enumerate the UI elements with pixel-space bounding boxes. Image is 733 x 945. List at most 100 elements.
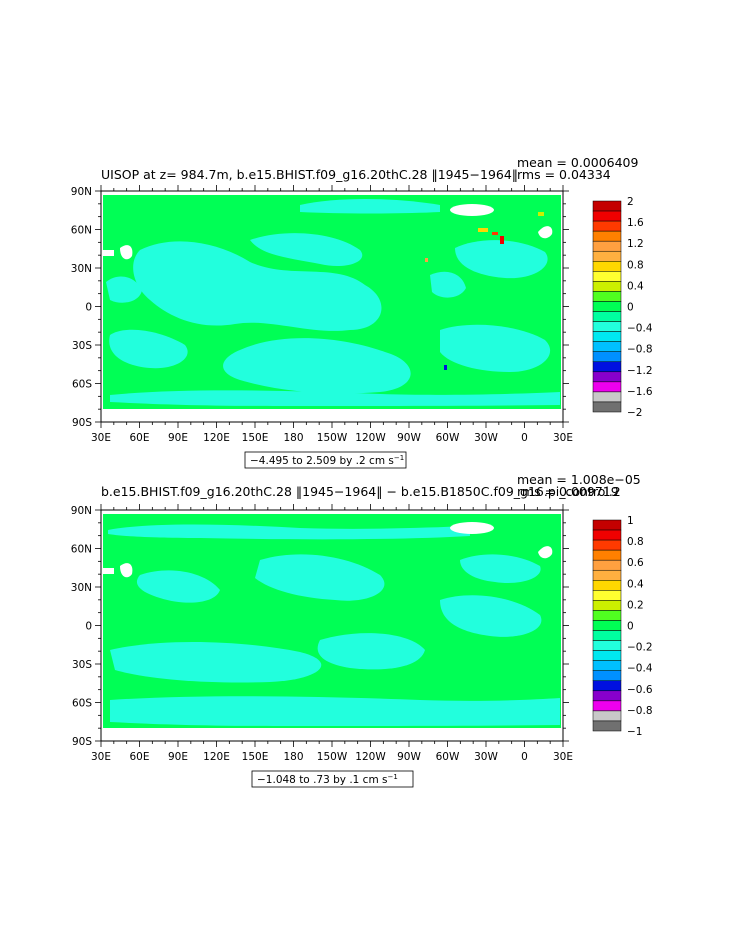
colorbar-label: 1.6 bbox=[627, 217, 644, 229]
colorbar-swatch bbox=[592, 391, 622, 403]
colorbar-swatch bbox=[592, 381, 622, 393]
colorbar-swatch bbox=[592, 519, 622, 531]
x-tick-label: 120E bbox=[203, 432, 230, 444]
colorbar-label: −1.6 bbox=[627, 386, 653, 398]
panel-2-colorbar: 1 0.8 0.6 0.4 0.2 0 −0.2 −0.4 −0.6 −0.8 −1 bbox=[592, 515, 653, 738]
colorbar-swatch bbox=[592, 200, 622, 212]
colorbar-label: 2 bbox=[627, 196, 634, 208]
panel-1-colorbar: 2 1.6 1.2 0.8 0.4 0 −0.4 −0.8 −1.2 −1.6 −2 bbox=[592, 196, 653, 419]
y-tick-label: 60N bbox=[71, 544, 92, 556]
colorbar-label: 1.2 bbox=[627, 238, 644, 250]
x-tick-label: 150E bbox=[242, 751, 269, 763]
colorbar-swatch bbox=[592, 281, 622, 292]
colorbar-swatch bbox=[592, 610, 622, 621]
panel-2-rms: rms = 0.009719 bbox=[517, 484, 619, 499]
panel-2-map bbox=[101, 510, 563, 741]
y-tick-label: 60N bbox=[71, 225, 92, 237]
x-tick-label: 180 bbox=[283, 432, 303, 444]
land-masks bbox=[102, 204, 553, 260]
y-tick-label: 60S bbox=[72, 698, 92, 710]
colorbar-swatch bbox=[592, 220, 622, 232]
colorbar-swatch bbox=[592, 630, 622, 641]
panel-1-axes: 30E 60E 90E 120E 150E 180 150W 120W 90W 60W 30W 0 30… bbox=[71, 185, 573, 444]
panel-2-range-unit-exp: −1 bbox=[388, 773, 398, 781]
y-tick-label: 0 bbox=[85, 621, 92, 633]
panel-1-map bbox=[101, 191, 563, 422]
colorbar-swatch bbox=[592, 710, 622, 722]
x-tick-label: 30E bbox=[91, 432, 111, 444]
x-tick-label: 90E bbox=[168, 432, 188, 444]
x-tick-label: 60E bbox=[130, 751, 150, 763]
panel-2: b.e15.BHIST.f09_g16.20thC.28 ‖1945−1964‖… bbox=[71, 472, 653, 788]
colorbar-swatch bbox=[592, 301, 622, 312]
cyan-anomaly-regions bbox=[106, 198, 560, 406]
x-tick-label: 90W bbox=[397, 751, 421, 763]
colorbar-swatch bbox=[592, 240, 622, 252]
colorbar-swatch bbox=[592, 261, 622, 272]
panel-1-range-box bbox=[244, 451, 407, 469]
colorbar-swatch bbox=[592, 321, 622, 332]
colorbar-swatch bbox=[592, 250, 622, 262]
panel-1-range-label: −4.495 to 2.509 by .2 cm s−1 bbox=[250, 454, 404, 467]
panel-2-title: b.e15.BHIST.f09_g16.20thC.28 ‖1945−1964‖… bbox=[101, 484, 621, 499]
colorbar-label: −1 bbox=[627, 726, 642, 738]
colorbar-label: 0.8 bbox=[627, 259, 644, 271]
colorbar-swatch bbox=[592, 539, 622, 551]
colorbar-label: 0 bbox=[627, 302, 634, 314]
colorbar-label: −0.8 bbox=[627, 344, 653, 356]
colorbar-label: −1.2 bbox=[627, 365, 653, 377]
x-tick-label: 60W bbox=[436, 432, 460, 444]
colorbar-swatch bbox=[592, 700, 622, 712]
colorbar-label: 0.2 bbox=[627, 599, 644, 611]
x-tick-label: 120E bbox=[203, 751, 230, 763]
x-tick-label: 0 bbox=[521, 432, 528, 444]
x-tick-label: 30W bbox=[474, 751, 498, 763]
x-tick-label: 180 bbox=[283, 751, 303, 763]
colorbar-swatch bbox=[592, 371, 622, 383]
colorbar-swatch bbox=[592, 650, 622, 661]
panel-2-range-box bbox=[251, 770, 414, 788]
y-tick-label: 90N bbox=[71, 505, 92, 517]
colorbar-label: −0.8 bbox=[627, 705, 653, 717]
colorbar-label: −2 bbox=[627, 407, 642, 419]
colorbar-swatch bbox=[592, 670, 622, 682]
colorbar-swatch bbox=[592, 559, 622, 571]
colorbar-swatch bbox=[592, 569, 622, 581]
colorbar-label: −0.6 bbox=[627, 684, 653, 696]
colorbar-label: 0.4 bbox=[627, 280, 644, 292]
panel-1: UISOP at z= 984.7m, b.e15.BHIST.f09_g16.… bbox=[71, 155, 653, 469]
panel-2-mean: mean = 1.008e−05 bbox=[517, 472, 641, 487]
x-tick-label: 150W bbox=[317, 432, 348, 444]
land-masks bbox=[102, 522, 553, 578]
colorbar-label: −0.2 bbox=[627, 642, 653, 654]
y-tick-label: 0 bbox=[85, 302, 92, 314]
colorbar-swatch bbox=[592, 720, 622, 732]
panel-1-rms: rms = 0.04334 bbox=[517, 167, 611, 182]
colorbar-swatch bbox=[592, 351, 622, 363]
x-tick-label: 60E bbox=[130, 432, 150, 444]
antarctic-mask bbox=[101, 409, 563, 422]
colorbar-label: −0.4 bbox=[627, 663, 653, 675]
panel-1-title: UISOP at z= 984.7m, b.e15.BHIST.f09_g16.… bbox=[101, 167, 518, 182]
x-tick-label: 120W bbox=[355, 432, 386, 444]
panel-1-mean: mean = 0.0006409 bbox=[517, 155, 639, 170]
colorbar-label: 1 bbox=[627, 515, 634, 527]
cyan-anomaly-regions bbox=[108, 524, 560, 726]
x-tick-label: 90E bbox=[168, 751, 188, 763]
colorbar-label: 0.6 bbox=[627, 557, 644, 569]
colorbar-swatch bbox=[592, 230, 622, 242]
colorbar-swatch bbox=[592, 600, 622, 611]
x-tick-label: 60W bbox=[436, 751, 460, 763]
y-tick-label: 30N bbox=[71, 582, 92, 594]
panel-2-range-label: −1.048 to .73 by .1 cm s−1 bbox=[257, 773, 398, 786]
y-tick-label: 30S bbox=[72, 340, 92, 352]
colorbar-swatch bbox=[592, 271, 622, 282]
colorbar-swatch bbox=[592, 311, 622, 322]
colorbar-label: 0.8 bbox=[627, 536, 644, 548]
x-tick-label: 30W bbox=[474, 432, 498, 444]
x-tick-label: 30E bbox=[553, 432, 573, 444]
panel-1-range-unit-exp: −1 bbox=[394, 454, 404, 462]
colorbar-swatch bbox=[592, 590, 622, 601]
colorbar-swatch bbox=[592, 341, 622, 352]
panel-2-axes: 30E 60E 90E 120E 150E 180 150W 120W 90W 60W 30W 0 30… bbox=[71, 504, 573, 763]
